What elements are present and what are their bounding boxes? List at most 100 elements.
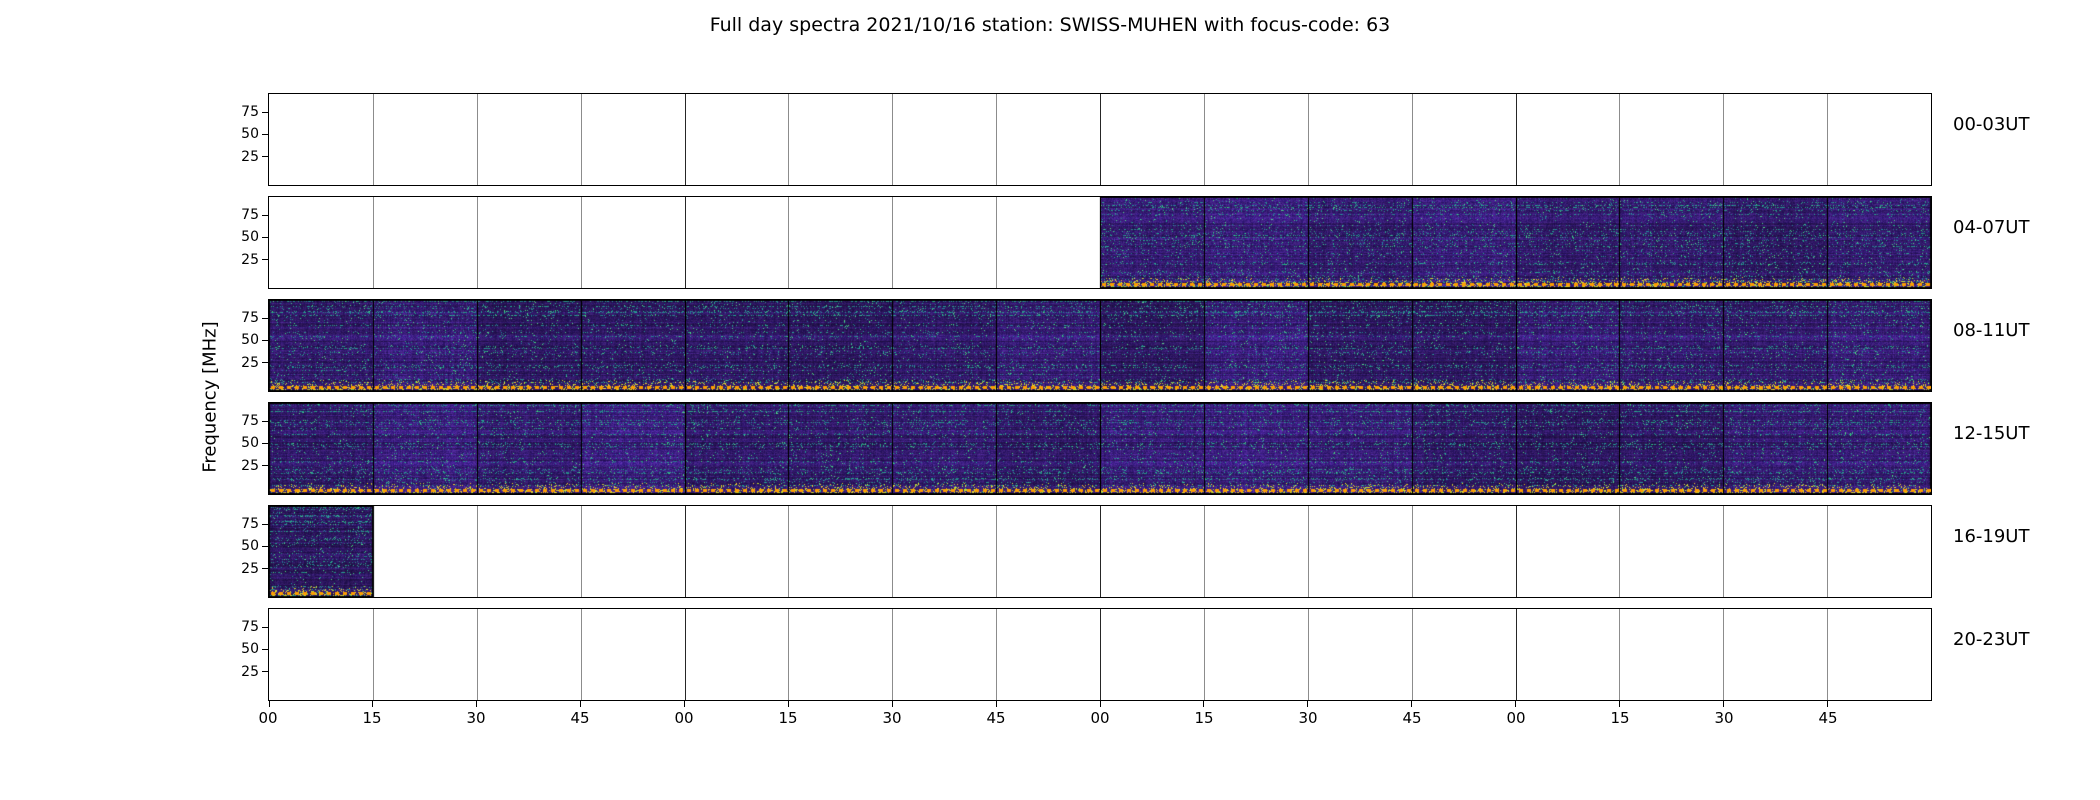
segment-boundary-line [996,609,998,700]
row-time-label: 12-15UT [1953,423,2030,445]
segment-boundary-line [1827,403,1829,494]
x-tick-mark [684,701,685,707]
y-tick-mark [262,442,268,444]
chart-title: Full day spectra 2021/10/16 station: SWI… [709,14,1391,36]
segment-boundary-line [892,403,894,494]
x-tick-mark [787,701,789,707]
x-tick-mark [1826,701,1828,707]
segment-boundary-line [1515,506,1517,597]
x-tick-mark [1099,701,1101,707]
x-tick-label: 30 [1298,709,1318,727]
segment-boundary-line [996,506,998,597]
segment-boundary-line [1203,403,1205,494]
x-tick-mark [1411,701,1413,707]
segment-boundary-line [1515,300,1517,391]
segment-boundary-line [1723,403,1725,494]
segment-boundary-line [372,94,374,185]
y-tick-label: 75 [241,619,259,636]
segment-boundary-line [684,197,686,288]
x-tick-mark [580,701,582,707]
segment-boundary-line [1827,609,1829,700]
segment-boundary-line [684,506,686,597]
segment-boundary-line [1100,300,1101,391]
segment-boundary-line [1723,94,1725,185]
segment-boundary-line [892,94,894,185]
x-tick-label: 15 [778,709,798,727]
segment-boundary-line [1723,609,1725,700]
x-tick-mark [1307,701,1309,707]
segment-boundary-line [1411,94,1413,185]
segment-boundary-line [372,506,374,597]
segment-boundary-line [476,609,478,700]
x-tick-mark [995,701,997,707]
segment-boundary-line [580,94,582,185]
y-tick-label: 75 [241,310,259,327]
x-tick-label: 30 [882,709,902,727]
y-tick-mark [262,626,268,628]
segment-boundary-line [684,300,686,391]
x-tick-mark [1203,701,1205,707]
y-tick-label: 25 [241,560,259,577]
y-tick-mark [262,568,268,570]
segment-boundary-line [1203,506,1205,597]
x-tick-mark [1618,701,1620,707]
segment-boundary-line [580,609,582,700]
segment-boundary-line [1723,197,1725,288]
segment-boundary-line [1411,506,1413,597]
segment-boundary-line [372,403,374,494]
y-tick-mark [262,465,268,467]
segment-boundary-line [580,403,582,494]
segment-boundary-line [1723,300,1725,391]
y-tick-label: 25 [241,457,259,474]
segment-boundary-line [476,506,478,597]
segment-boundary-line [788,403,790,494]
segment-boundary-line [1619,300,1621,391]
y-tick-mark [262,339,268,341]
spectrogram-panel-08-11ut: 75 50 25 08-11UT [241,299,2029,392]
x-tick-mark [268,701,270,707]
segment-boundary-line [372,197,374,288]
y-tick-mark [262,214,268,216]
segment-boundary-line [1307,506,1309,597]
segment-boundary-line [996,94,998,185]
segment-boundary-line [1203,197,1205,288]
x-tick-label: 45 [986,709,1006,727]
y-tick-mark [262,545,268,547]
x-tick-label: 30 [1714,709,1734,727]
segment-boundary-line [1307,300,1309,391]
segment-boundary-line [1307,197,1309,288]
segment-boundary-line [1619,403,1621,494]
segment-boundary-line [1827,300,1829,391]
y-tick-mark [262,259,268,261]
segment-boundary-line [996,300,998,391]
x-tick-label: 00 [258,709,278,727]
y-tick-label: 75 [241,207,259,224]
segment-boundary-line [1100,197,1101,288]
segment-boundary-line [684,403,686,494]
x-tick-label: 00 [674,709,694,727]
x-tick-mark [891,701,893,707]
x-tick-mark [1515,701,1516,707]
y-tick-mark [262,648,268,650]
y-tick-label: 75 [241,413,259,430]
segment-boundary-line [1411,197,1413,288]
segment-boundary-line [788,300,790,391]
x-tick-label: 00 [1506,709,1526,727]
y-tick-mark [262,317,268,319]
x-tick-label: 15 [1610,709,1630,727]
segment-boundary-line [788,94,790,185]
segment-boundary-line [476,403,478,494]
x-tick-label: 00 [1090,709,1110,727]
segment-boundary-line [684,94,686,185]
x-tick-label: 45 [570,709,590,727]
segment-boundary-line [1827,197,1829,288]
x-tick-mark [372,701,374,707]
segment-boundary-line [1411,609,1413,700]
segment-boundary-line [892,506,894,597]
y-tick-label: 75 [241,104,259,121]
row-time-label: 20-23UT [1953,629,2030,651]
segment-boundary-line [1619,94,1621,185]
segment-boundary-line [1515,197,1517,288]
segment-boundary-line [1515,403,1517,494]
